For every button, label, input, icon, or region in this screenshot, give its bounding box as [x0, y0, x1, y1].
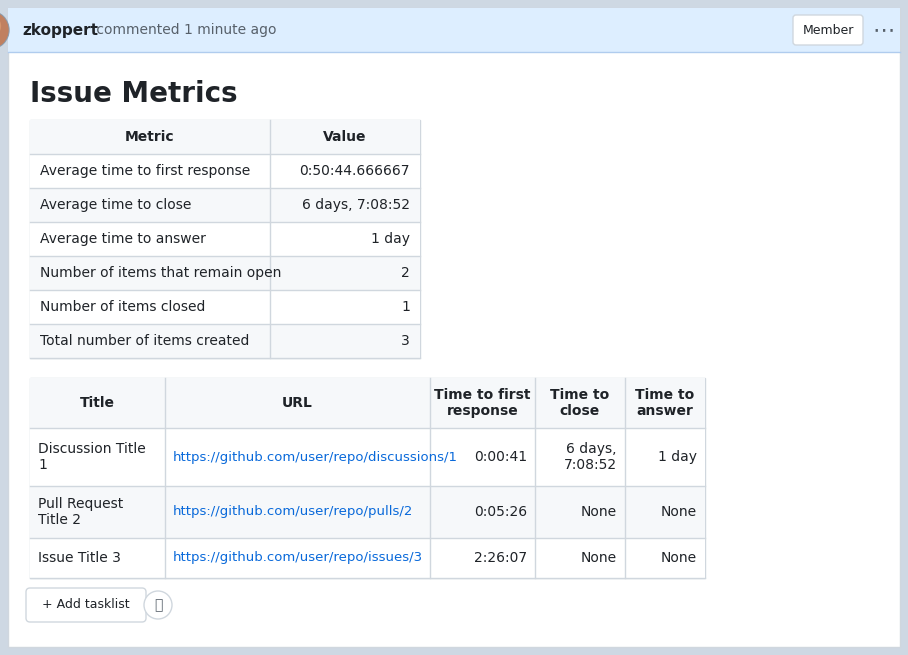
Text: Number of items that remain open: Number of items that remain open: [40, 266, 281, 280]
Text: Value: Value: [323, 130, 367, 144]
Text: + Add tasklist: + Add tasklist: [42, 599, 130, 612]
Bar: [30, 188, 420, 222]
Bar: [30, 428, 705, 486]
Text: 0:05:26: 0:05:26: [474, 505, 527, 519]
Bar: [30, 538, 705, 578]
Bar: [30, 120, 420, 358]
Bar: [30, 324, 420, 358]
Text: commented 1 minute ago: commented 1 minute ago: [92, 23, 277, 37]
Text: None: None: [661, 505, 697, 519]
Text: 0:50:44.666667: 0:50:44.666667: [300, 164, 410, 178]
Text: Discussion Title
1: Discussion Title 1: [38, 442, 146, 472]
Text: zkoppert: zkoppert: [22, 22, 98, 37]
Text: None: None: [581, 505, 617, 519]
FancyBboxPatch shape: [793, 15, 863, 45]
Text: Time to
answer: Time to answer: [636, 388, 695, 418]
Text: 6 days,
7:08:52: 6 days, 7:08:52: [564, 442, 617, 472]
Text: 1 day: 1 day: [371, 232, 410, 246]
Text: Member: Member: [803, 24, 854, 37]
Text: Average time to first response: Average time to first response: [40, 164, 251, 178]
Text: Average time to answer: Average time to answer: [40, 232, 206, 246]
Text: Time to
close: Time to close: [550, 388, 609, 418]
Bar: [30, 290, 420, 324]
Text: 🙂: 🙂: [153, 598, 163, 612]
Text: Time to first
response: Time to first response: [434, 388, 531, 418]
Text: https://github.com/user/repo/issues/3: https://github.com/user/repo/issues/3: [173, 552, 423, 565]
Text: Pull Request
Title 2: Pull Request Title 2: [38, 497, 123, 527]
Text: None: None: [661, 551, 697, 565]
Text: Issue Metrics: Issue Metrics: [30, 80, 238, 108]
Circle shape: [0, 11, 9, 49]
Bar: [30, 256, 420, 290]
Text: 2: 2: [401, 266, 410, 280]
Text: None: None: [581, 551, 617, 565]
Text: Title: Title: [80, 396, 115, 410]
Text: 2:26:07: 2:26:07: [474, 551, 527, 565]
Text: 1: 1: [401, 300, 410, 314]
Bar: [30, 378, 705, 578]
Text: ⋯: ⋯: [873, 20, 895, 40]
Text: URL: URL: [282, 396, 313, 410]
Text: 3: 3: [401, 334, 410, 348]
Text: https://github.com/user/repo/pulls/2: https://github.com/user/repo/pulls/2: [173, 506, 413, 519]
Bar: [30, 120, 420, 154]
Bar: [30, 378, 705, 428]
FancyBboxPatch shape: [26, 588, 146, 622]
Text: Number of items closed: Number of items closed: [40, 300, 205, 314]
Bar: [30, 222, 420, 256]
Circle shape: [0, 12, 8, 48]
Text: Metric: Metric: [125, 130, 175, 144]
Text: 6 days, 7:08:52: 6 days, 7:08:52: [302, 198, 410, 212]
Bar: [30, 486, 705, 538]
Text: Total number of items created: Total number of items created: [40, 334, 250, 348]
Text: Issue Title 3: Issue Title 3: [38, 551, 121, 565]
Text: 1 day: 1 day: [658, 450, 697, 464]
Bar: [8, 8, 900, 52]
Bar: [30, 154, 420, 188]
Text: https://github.com/user/repo/discussions/1: https://github.com/user/repo/discussions…: [173, 451, 458, 464]
Circle shape: [144, 591, 172, 619]
Text: 0:00:41: 0:00:41: [474, 450, 527, 464]
Text: Average time to close: Average time to close: [40, 198, 192, 212]
